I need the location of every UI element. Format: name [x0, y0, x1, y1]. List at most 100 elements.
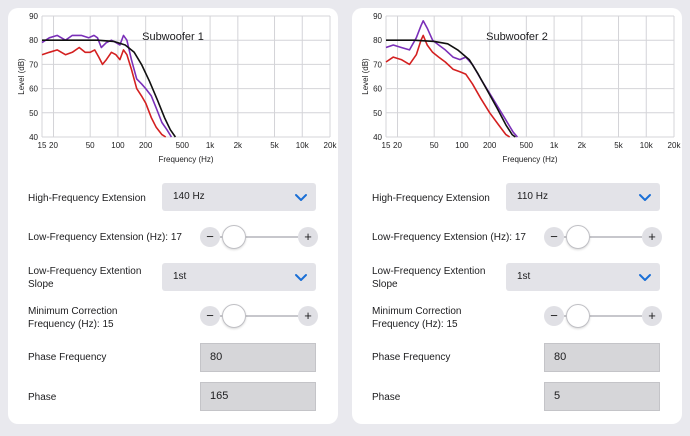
x-tick-label: 5k [270, 141, 279, 150]
x-tick-label: 500 [520, 141, 534, 150]
x-tick-label: 20 [49, 141, 58, 150]
x-tick-label: 5k [614, 141, 623, 150]
slider-track [220, 315, 298, 317]
slider-thumb[interactable] [222, 304, 246, 328]
min-correction-slider[interactable]: − + [544, 304, 662, 328]
x-tick-label: 200 [483, 141, 497, 150]
phase-frequency-label: Phase Frequency [372, 352, 451, 363]
hf-extension-select[interactable]: 110 Hz [506, 183, 660, 211]
hf-extension-label: High-Frequency Extension [372, 193, 490, 204]
response-curve-line [385, 20, 519, 138]
y-tick-label: 90 [29, 12, 38, 21]
target-curve-line [386, 39, 516, 138]
y-tick-label: 70 [29, 60, 38, 69]
lf-extension-label: Low-Frequency Extension (Hz): 17 [28, 232, 182, 243]
hf-extension-value: 140 Hz [173, 191, 205, 202]
phase-field[interactable]: 5 [544, 382, 660, 411]
frequency-response-plot: 40 50 60 70 80 90 15 20 50 100 200 500 1k 2k 5k 10k 20k F… [17, 12, 338, 164]
y-axis-label: Level (dB) [17, 58, 26, 95]
phase-frequency-field[interactable]: 80 [200, 343, 316, 372]
x-tick-label: 100 [111, 141, 125, 150]
increment-button[interactable]: + [298, 306, 318, 326]
chevron-down-icon [294, 191, 308, 203]
x-axis-label: Frequency (Hz) [158, 155, 213, 164]
lf-extension-label: Low-Frequency Extension (Hz): 17 [372, 232, 526, 243]
lf-slope-label: Low-Frequency Extention Slope [372, 265, 485, 291]
x-tick-label: 20k [324, 141, 338, 150]
chart-title: Subwoofer 2 [486, 31, 548, 43]
chevron-down-icon [638, 191, 652, 203]
y-tick-label: 60 [373, 85, 382, 94]
slider-thumb[interactable] [566, 225, 590, 249]
x-axis-label: Frequency (Hz) [502, 155, 557, 164]
x-tick-label: 1k [550, 141, 559, 150]
lf-slope-label-line1: Low-Frequency Extention [28, 266, 142, 277]
x-tick-label: 1k [206, 141, 215, 150]
frequency-response-plot: 40 50 60 70 80 90 15 20 50 100 200 500 1k 2k 5k 10k 20k F… [361, 12, 682, 164]
min-correction-label-line2: Frequency (Hz): 15 [28, 319, 114, 330]
lf-extension-slider[interactable]: − + [544, 225, 662, 249]
y-tick-label: 60 [29, 85, 38, 94]
y-axis-label: Level (dB) [361, 58, 370, 95]
slider-track [220, 236, 298, 238]
x-tick-label: 500 [176, 141, 190, 150]
slider-thumb[interactable] [222, 225, 246, 249]
min-correction-label-line2: Frequency (Hz): 15 [372, 319, 458, 330]
decrement-button[interactable]: − [200, 306, 220, 326]
x-tick-label: 20 [393, 141, 402, 150]
min-correction-slider[interactable]: − + [200, 304, 318, 328]
subwoofer-1-panel: 40 50 60 70 80 90 15 20 50 100 200 500 1k 2k 5k 10k 20k F… [8, 8, 338, 424]
y-tick-label: 40 [29, 133, 38, 142]
x-tick-label: 200 [139, 141, 153, 150]
y-tick-label: 40 [373, 133, 382, 142]
lf-slope-select[interactable]: 1st [162, 263, 316, 291]
x-tick-label: 50 [430, 141, 439, 150]
decrement-button[interactable]: − [544, 227, 564, 247]
decrement-button[interactable]: − [544, 306, 564, 326]
lf-slope-label-line2: Slope [28, 279, 54, 290]
x-tick-label: 20k [668, 141, 682, 150]
slider-thumb[interactable] [566, 304, 590, 328]
subwoofer-2-panel: 40 50 60 70 80 90 15 20 50 100 200 500 1k 2k 5k 10k 20k F… [352, 8, 682, 424]
min-correction-label: Minimum Correction Frequency (Hz): 15 [372, 305, 461, 331]
lf-slope-label-line1: Low-Frequency Extention [372, 266, 486, 277]
slider-track [564, 236, 642, 238]
y-tick-label: 80 [373, 36, 382, 45]
y-tick-label: 50 [373, 109, 382, 118]
phase-frequency-label: Phase Frequency [28, 352, 107, 363]
phase-frequency-field[interactable]: 80 [544, 343, 660, 372]
chart-title: Subwoofer 1 [142, 31, 204, 43]
min-correction-label-line1: Minimum Correction [28, 306, 118, 317]
increment-button[interactable]: + [298, 227, 318, 247]
phase-label: Phase [28, 392, 57, 403]
lf-slope-value: 1st [517, 271, 531, 282]
phase-field[interactable]: 165 [200, 382, 316, 411]
response-curve-line [41, 46, 167, 138]
chevron-down-icon [638, 271, 652, 283]
hf-extension-value: 110 Hz [517, 191, 548, 202]
chevron-down-icon[interactable] [656, 28, 672, 42]
x-tick-label: 10k [640, 141, 654, 150]
y-tick-label: 80 [29, 36, 38, 45]
chevron-down-icon[interactable] [312, 28, 328, 42]
x-tick-label: 50 [86, 141, 95, 150]
x-tick-label: 15 [382, 141, 391, 150]
response-curve-line [385, 34, 511, 138]
lf-slope-select[interactable]: 1st [506, 263, 660, 291]
x-tick-label: 2k [578, 141, 587, 150]
decrement-button[interactable]: − [200, 227, 220, 247]
min-correction-label: Minimum Correction Frequency (Hz): 15 [28, 305, 117, 331]
increment-button[interactable]: + [642, 306, 662, 326]
slider-track [564, 315, 642, 317]
lf-slope-value: 1st [173, 271, 187, 282]
lf-slope-label: Low-Frequency Extention Slope [28, 265, 141, 291]
x-tick-label: 100 [455, 141, 469, 150]
target-curve-line [42, 39, 177, 138]
phase-label: Phase [372, 392, 401, 403]
increment-button[interactable]: + [642, 227, 662, 247]
hf-extension-label: High-Frequency Extension [28, 193, 146, 204]
hf-extension-select[interactable]: 140 Hz [162, 183, 316, 211]
y-tick-label: 90 [373, 12, 382, 21]
lf-extension-slider[interactable]: − + [200, 225, 318, 249]
lf-slope-label-line2: Slope [372, 279, 398, 290]
